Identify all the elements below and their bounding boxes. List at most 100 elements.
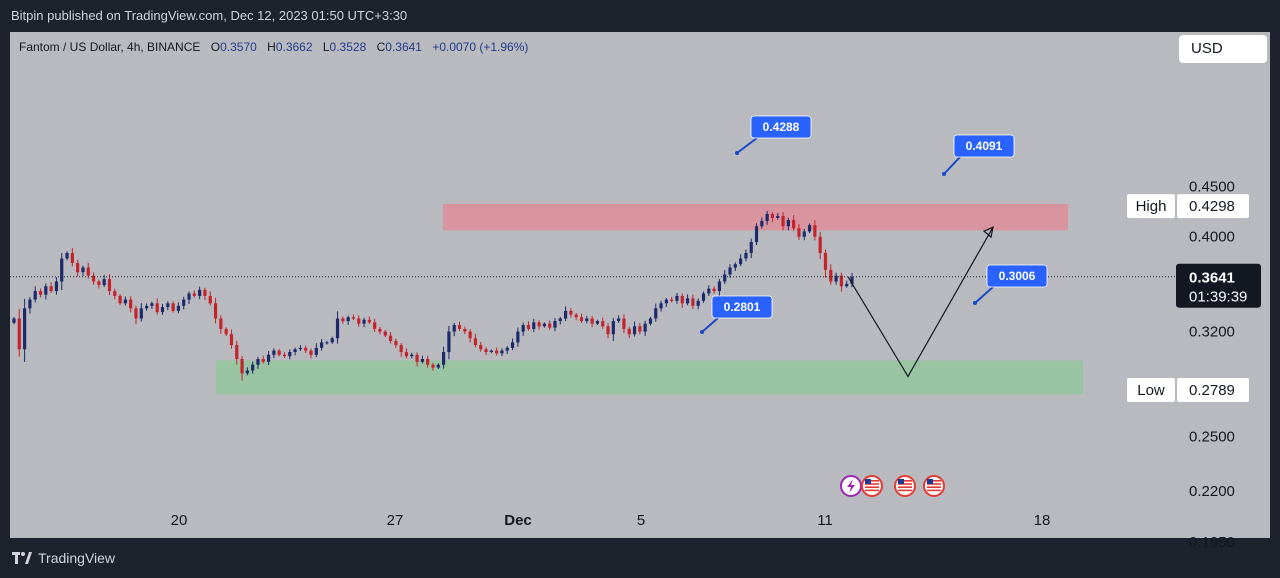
candle bbox=[28, 297, 32, 314]
price-callout[interactable]: 0.4091 bbox=[942, 134, 1015, 176]
candle bbox=[670, 296, 674, 303]
candle bbox=[770, 212, 775, 222]
flag-stripe bbox=[898, 480, 912, 482]
candle bbox=[182, 296, 186, 310]
lightning-icon bbox=[847, 479, 855, 493]
flag-stripe bbox=[865, 480, 879, 482]
candle bbox=[452, 322, 456, 337]
candle bbox=[802, 228, 806, 241]
high-marker-label: High bbox=[1136, 198, 1167, 215]
candle-body bbox=[845, 283, 849, 287]
support-zone[interactable] bbox=[216, 360, 1083, 395]
candle-body bbox=[601, 321, 605, 327]
time-tick-label: 11 bbox=[817, 512, 833, 529]
candle bbox=[245, 367, 249, 376]
low-value: 0.3528 bbox=[329, 40, 367, 54]
candle-body bbox=[770, 213, 775, 218]
candle bbox=[426, 355, 430, 368]
event-icon-us-flag[interactable] bbox=[923, 475, 945, 497]
candle bbox=[442, 346, 446, 369]
candle bbox=[102, 274, 106, 288]
candle-body bbox=[240, 359, 244, 374]
candle-body bbox=[505, 347, 509, 351]
candle-body bbox=[373, 322, 377, 329]
flag-stripe bbox=[898, 486, 912, 488]
candle bbox=[38, 288, 43, 298]
candle bbox=[548, 320, 552, 330]
callout-box bbox=[750, 115, 812, 139]
callout-anchor bbox=[735, 151, 739, 155]
candle bbox=[685, 294, 690, 306]
candle-body bbox=[489, 350, 493, 353]
candle-body bbox=[823, 252, 828, 270]
event-icon-us-flag[interactable] bbox=[894, 475, 916, 497]
chart-pane[interactable] bbox=[10, 32, 1270, 538]
candle-body bbox=[786, 220, 790, 227]
candle-body bbox=[526, 324, 531, 329]
price-callout[interactable]: 0.3006 bbox=[973, 264, 1048, 305]
time-tick-label: 5 bbox=[637, 512, 645, 529]
candle bbox=[325, 340, 329, 345]
symbol-title[interactable]: Fantom / US Dollar, 4h, BINANCE bbox=[19, 40, 201, 54]
candle-body bbox=[574, 314, 578, 318]
candle-body bbox=[383, 331, 387, 336]
candle bbox=[569, 308, 573, 318]
candle-body bbox=[728, 267, 732, 275]
resistance-zone[interactable] bbox=[443, 203, 1068, 231]
candle-body bbox=[44, 286, 48, 295]
tradingview-logo[interactable]: TradingView bbox=[12, 550, 115, 566]
candle-body bbox=[500, 350, 504, 354]
time-tick-label: Dec bbox=[504, 512, 532, 529]
flag-canton bbox=[865, 479, 871, 484]
candle-body bbox=[670, 299, 674, 301]
candle bbox=[553, 318, 557, 332]
candle bbox=[484, 347, 488, 355]
candle-body bbox=[436, 364, 440, 368]
candle bbox=[266, 351, 271, 366]
currency-button[interactable]: USD bbox=[1179, 35, 1267, 63]
drawings-layer[interactable]: 0.4288 0.4091 0.2801 0.3006 bbox=[10, 115, 1175, 497]
candle-body bbox=[91, 275, 96, 282]
candle bbox=[850, 272, 854, 288]
candle-body bbox=[473, 338, 478, 346]
candle-body bbox=[70, 252, 74, 264]
candle-body bbox=[606, 326, 610, 335]
candle-body bbox=[341, 318, 345, 322]
event-icon-lightning[interactable] bbox=[840, 475, 862, 497]
candle-body bbox=[627, 328, 631, 335]
candle-body bbox=[235, 345, 239, 360]
flag-canton bbox=[927, 479, 933, 484]
candle-body bbox=[664, 299, 668, 304]
candle bbox=[638, 323, 642, 335]
candle bbox=[208, 291, 212, 306]
candle-body bbox=[245, 370, 249, 374]
candle-body bbox=[229, 334, 234, 346]
projection-arrowhead bbox=[982, 226, 994, 239]
callout-pointer bbox=[974, 286, 994, 304]
candle bbox=[786, 217, 790, 231]
candle bbox=[675, 292, 679, 304]
candle-body bbox=[266, 354, 271, 362]
candle-body bbox=[187, 293, 191, 300]
candle-body bbox=[309, 350, 313, 355]
candle bbox=[563, 306, 568, 322]
event-icon-us-flag[interactable] bbox=[861, 475, 883, 497]
candle-body bbox=[399, 345, 403, 353]
callout-box bbox=[986, 264, 1048, 288]
price-callout[interactable]: 0.4288 bbox=[735, 115, 812, 155]
flag-stripe bbox=[927, 486, 941, 488]
candle-body bbox=[595, 321, 600, 324]
candle-body bbox=[818, 236, 822, 253]
candle bbox=[431, 362, 435, 371]
candle bbox=[696, 298, 700, 310]
candle-body bbox=[479, 345, 483, 350]
price-callout[interactable]: 0.2801 bbox=[700, 295, 773, 334]
candle-body bbox=[452, 324, 456, 332]
candle-body bbox=[484, 349, 488, 353]
candle-body bbox=[28, 299, 32, 309]
candle-body bbox=[617, 318, 621, 322]
candle-body bbox=[792, 220, 796, 229]
projection-path[interactable] bbox=[847, 226, 994, 378]
candle-body bbox=[12, 318, 16, 323]
